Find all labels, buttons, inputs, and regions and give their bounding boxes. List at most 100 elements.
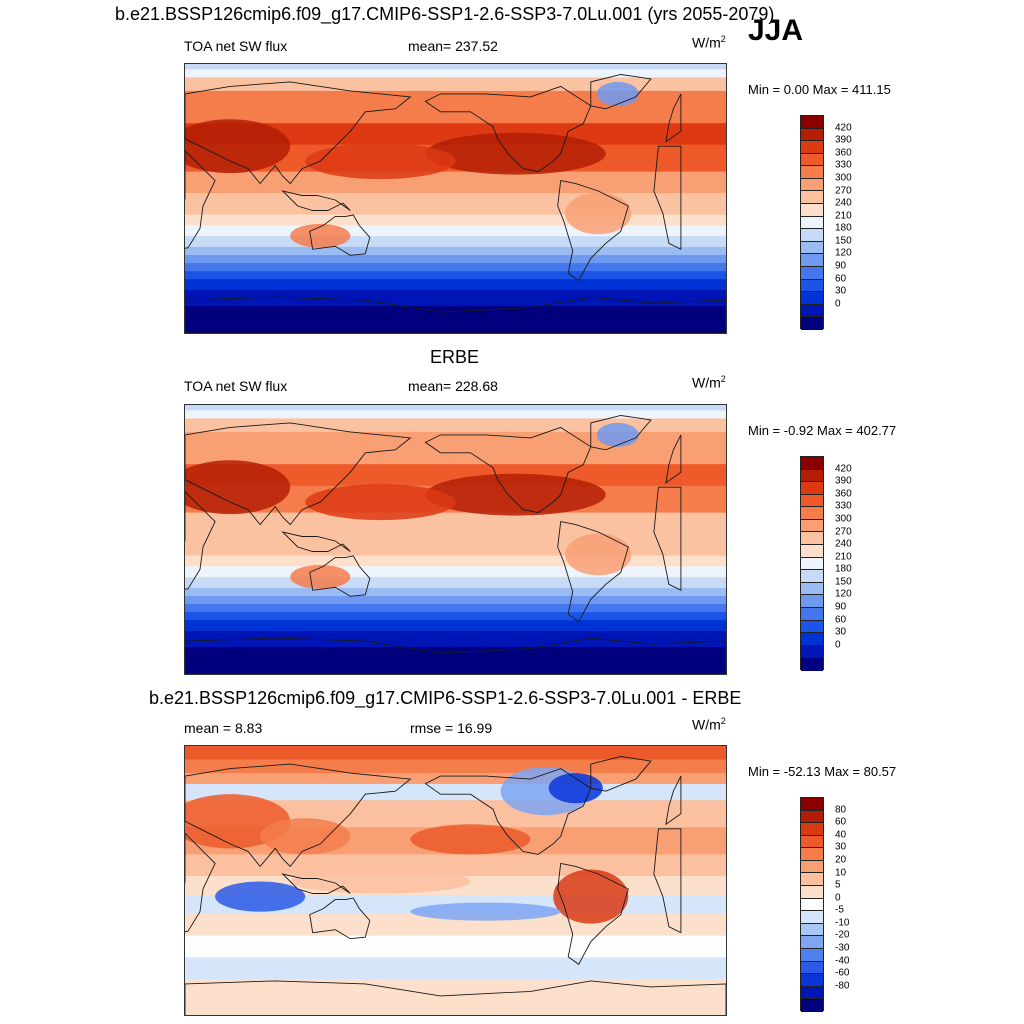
colorbar-tick-label: 40 (835, 829, 847, 841)
map-band (185, 123, 726, 146)
map-field-region (290, 869, 471, 894)
colorbar-swatch (801, 204, 823, 217)
map-field-region (410, 824, 531, 855)
panel2-colorbar (800, 456, 824, 671)
colorbar-swatch (801, 266, 823, 280)
map-field-region (215, 881, 306, 912)
colorbar-tick-label: 90 (835, 260, 847, 272)
colorbar-tick-label: 210 (835, 551, 852, 563)
colorbar-swatch (801, 658, 823, 671)
colorbar-tick-label: -5 (835, 904, 844, 916)
map-band (185, 236, 726, 248)
panel1-mean-label: mean= 237.52 (408, 38, 498, 54)
colorbar-tick-label: 30 (835, 841, 847, 853)
colorbar-swatch (801, 607, 823, 621)
panel3-colorbar (800, 797, 824, 1012)
panel1-units: W/m2 (692, 34, 726, 51)
coastline (557, 521, 629, 623)
colorbar-tick-label: 300 (835, 172, 852, 184)
colorbar-swatch (801, 116, 823, 129)
colorbar-swatch (801, 532, 823, 546)
panel2-map (184, 404, 727, 675)
map-band (185, 225, 726, 237)
colorbar-tick-label: 240 (835, 538, 852, 550)
colorbar-tick-label: -20 (835, 929, 850, 941)
map-field-region (565, 192, 632, 235)
coastline (281, 190, 351, 211)
map-band (185, 595, 726, 605)
colorbar-tick-label: 360 (835, 488, 852, 500)
colorbar-tick-label: 0 (835, 892, 841, 904)
colorbar-swatch (801, 948, 823, 962)
map-band (185, 957, 726, 980)
map-field-region (410, 902, 561, 921)
colorbar-tick-label: 60 (835, 816, 847, 828)
colorbar-swatch (801, 166, 823, 179)
panel3-minmax: Min = -52.13 Max = 80.57 (748, 764, 897, 779)
map-band (185, 214, 726, 226)
coastline (557, 180, 629, 282)
coastline (590, 74, 652, 110)
panel3-map (184, 745, 727, 1016)
colorbar-swatch (801, 241, 823, 255)
panel1-map-svg (185, 64, 726, 333)
map-field-region (305, 484, 456, 521)
colorbar-tick-label: 270 (835, 185, 852, 197)
coastline (185, 832, 216, 933)
coastline (185, 491, 216, 590)
map-band (185, 783, 726, 801)
colorbar-swatch (801, 986, 823, 1000)
map-band (185, 193, 726, 216)
map-field-region (548, 773, 603, 804)
map-band (185, 935, 726, 958)
colorbar-tick-label: 270 (835, 526, 852, 538)
colorbar-swatch (801, 848, 823, 861)
colorbar-tick-label: 120 (835, 588, 852, 600)
coastline (309, 214, 371, 256)
colorbar-tick-label: 420 (835, 463, 852, 475)
panel2-variable-label: TOA net SW flux (184, 378, 288, 394)
colorbar-swatch (801, 911, 823, 924)
colorbar-tick-label: -40 (835, 955, 850, 967)
map-band (185, 77, 726, 92)
map-band (185, 512, 726, 535)
map-band (185, 464, 726, 487)
map-band (185, 995, 726, 1015)
coastline (424, 85, 592, 173)
map-band (185, 773, 726, 785)
map-band (185, 306, 726, 333)
colorbar-swatch (801, 557, 823, 571)
coastline (557, 862, 629, 965)
map-band (185, 612, 726, 621)
panel1-title: b.e21.BSSP126cmip6.f09_g17.CMIP6-SSP1-2.… (115, 4, 775, 24)
colorbar-swatch (801, 141, 823, 154)
colorbar-swatch (801, 798, 823, 811)
colorbar-swatch (801, 923, 823, 937)
colorbar-tick-label: 330 (835, 159, 852, 171)
map-band (185, 405, 726, 411)
colorbar-swatch (801, 178, 823, 192)
map-band (185, 587, 726, 597)
colorbar-swatch (801, 229, 823, 242)
map-band (185, 171, 726, 194)
colorbar-swatch (801, 823, 823, 836)
panel2-mean-label: mean= 228.68 (408, 378, 498, 394)
season-label: JJA (748, 14, 804, 47)
map-field-region (425, 473, 606, 516)
colorbar-tick-label: 20 (835, 854, 847, 866)
colorbar-swatch (801, 216, 823, 230)
colorbar-tick-label: 30 (835, 626, 847, 638)
coastline (309, 555, 371, 597)
colorbar-swatch (801, 545, 823, 558)
colorbar-swatch (801, 886, 823, 899)
panel3-mean-label: mean = 8.83 (184, 720, 263, 736)
map-band (185, 418, 726, 433)
colorbar-swatch (801, 128, 823, 142)
coastline (185, 763, 412, 868)
colorbar-swatch (801, 595, 823, 608)
map-band (185, 620, 726, 632)
map-band (185, 64, 726, 70)
coastline (665, 775, 682, 826)
colorbar-tick-label: 150 (835, 576, 852, 588)
map-band (185, 69, 726, 78)
